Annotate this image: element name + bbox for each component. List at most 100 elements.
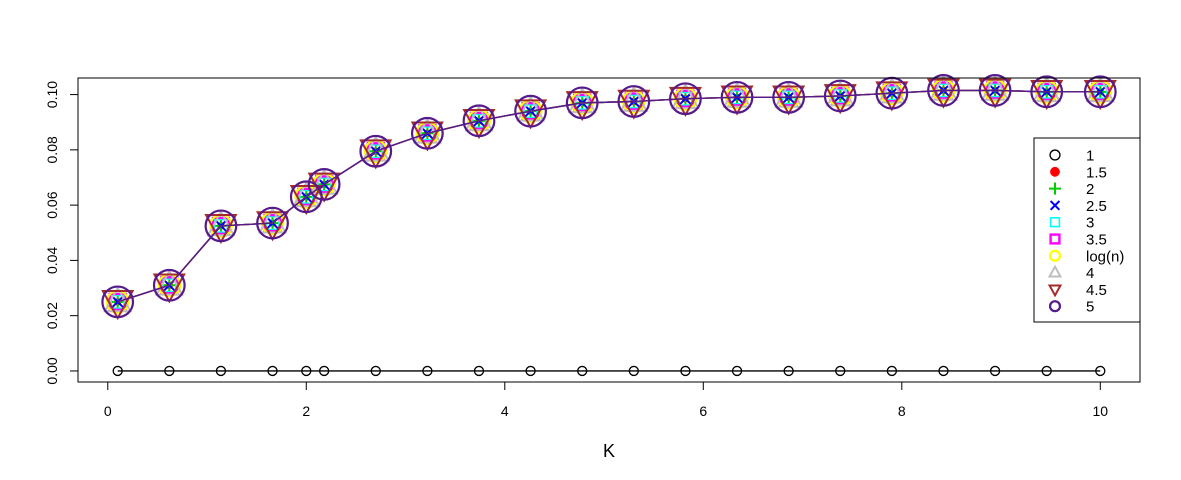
data-point-4-4 bbox=[299, 189, 314, 205]
series-1 bbox=[114, 86, 1104, 306]
x-axis: 0 2 4 6 8 10 bbox=[104, 381, 1108, 419]
data-point-7-19 bbox=[1032, 75, 1062, 103]
data-point-0-11 bbox=[628, 365, 639, 377]
data-point-7-16 bbox=[877, 77, 907, 104]
legend-label-3: 2.5 bbox=[1086, 198, 1107, 215]
series-line-8 bbox=[117, 89, 1101, 303]
data-point-0-9 bbox=[525, 365, 536, 377]
y-tick-label-5: 0.10 bbox=[44, 81, 60, 108]
data-point-7-5 bbox=[309, 168, 339, 195]
data-point-7-18 bbox=[980, 74, 1010, 101]
y-tick-label-4: 0.08 bbox=[44, 136, 60, 163]
data-point-8-11 bbox=[617, 89, 651, 120]
data-point-4-8 bbox=[471, 113, 487, 129]
data-point-9-14 bbox=[772, 80, 806, 114]
data-point-0-2 bbox=[215, 365, 227, 377]
y-axis: 0.00 0.02 0.04 0.06 0.08 0.10 bbox=[44, 81, 79, 385]
data-point-0-7 bbox=[422, 365, 433, 377]
data-point-9-13 bbox=[720, 80, 754, 114]
data-point-9-8 bbox=[462, 104, 496, 138]
legend-label-2: 2 bbox=[1086, 181, 1094, 198]
series-line-7 bbox=[117, 89, 1101, 303]
data-point-0-18 bbox=[989, 365, 1001, 377]
data-point-7-2 bbox=[206, 209, 236, 237]
data-point-0-5 bbox=[318, 365, 330, 377]
data-point-9-18 bbox=[978, 74, 1012, 107]
legend-label-9: 5 bbox=[1086, 299, 1094, 316]
data-point-8-2 bbox=[204, 214, 238, 245]
legend-marker-1 bbox=[1050, 166, 1060, 177]
y-tick-label-3: 0.06 bbox=[44, 191, 60, 218]
data-point-8-6 bbox=[359, 139, 393, 170]
data-point-9-11 bbox=[617, 85, 651, 118]
data-point-8-9 bbox=[514, 99, 548, 130]
legend-marker-7 bbox=[1047, 264, 1063, 278]
legend-marker-8 bbox=[1047, 284, 1063, 298]
data-point-9-6 bbox=[359, 134, 393, 168]
data-point-9-0 bbox=[101, 285, 135, 319]
data-point-9-4 bbox=[289, 180, 323, 214]
data-point-9-5 bbox=[307, 167, 341, 201]
data-point-8-4 bbox=[289, 185, 323, 216]
data-point-9-9 bbox=[514, 94, 547, 128]
legend-marker-3 bbox=[1049, 200, 1061, 211]
data-point-8-20 bbox=[1083, 80, 1117, 111]
data-point-7-17 bbox=[928, 74, 959, 101]
series-line-6 bbox=[117, 89, 1101, 303]
plot-area bbox=[101, 74, 1117, 377]
legend-marker-4 bbox=[1049, 217, 1061, 228]
series-3 bbox=[111, 84, 1107, 309]
data-point-0-6 bbox=[370, 365, 381, 377]
data-point-0-20 bbox=[1095, 365, 1106, 377]
data-point-7-13 bbox=[722, 81, 752, 108]
legend-marker-2 bbox=[1048, 182, 1062, 195]
series-0 bbox=[112, 365, 1106, 377]
series-line-2 bbox=[117, 89, 1101, 303]
data-point-9-12 bbox=[669, 82, 702, 116]
data-point-8-0 bbox=[101, 290, 135, 321]
data-point-0-12 bbox=[680, 365, 691, 377]
x-tick-label-2: 4 bbox=[501, 403, 509, 419]
data-point-8-8 bbox=[462, 109, 496, 140]
data-point-0-3 bbox=[267, 365, 278, 377]
y-tick-label-0: 0.00 bbox=[44, 357, 60, 384]
data-point-0-16 bbox=[886, 365, 898, 377]
y-tick-label-2: 0.04 bbox=[44, 247, 60, 274]
data-point-8-15 bbox=[823, 84, 857, 115]
data-point-0-14 bbox=[783, 365, 794, 377]
series-line-1 bbox=[117, 89, 1101, 303]
data-point-7-1 bbox=[154, 269, 184, 296]
series-6 bbox=[105, 78, 1113, 314]
legend-label-1: 1.5 bbox=[1086, 164, 1107, 181]
data-point-0-15 bbox=[835, 365, 846, 377]
data-point-9-1 bbox=[152, 268, 186, 302]
x-tick-label-4: 8 bbox=[898, 403, 906, 419]
data-point-7-10 bbox=[567, 86, 597, 114]
data-point-8-10 bbox=[565, 91, 599, 122]
data-point-0-10 bbox=[577, 365, 588, 377]
legend-label-6: log(n) bbox=[1086, 248, 1124, 265]
legend-marker-0 bbox=[1049, 149, 1061, 161]
series-line-3 bbox=[117, 89, 1101, 303]
series-7 bbox=[103, 74, 1115, 313]
legend-label-5: 3.5 bbox=[1086, 232, 1107, 249]
data-point-9-2 bbox=[204, 209, 238, 243]
data-point-9-17 bbox=[927, 74, 960, 107]
series-9 bbox=[101, 74, 1117, 319]
x-tick-label-3: 6 bbox=[699, 403, 707, 419]
legend-marker-5 bbox=[1049, 233, 1061, 245]
data-point-4-7 bbox=[420, 126, 435, 141]
data-point-7-12 bbox=[670, 82, 700, 110]
data-point-7-15 bbox=[825, 79, 855, 107]
x-tick-label-0: 0 bbox=[104, 403, 112, 419]
series-4 bbox=[110, 83, 1108, 310]
data-point-3-0 bbox=[111, 295, 125, 309]
data-point-4-1 bbox=[162, 278, 177, 293]
data-point-8-16 bbox=[875, 81, 909, 112]
data-point-7-9 bbox=[516, 95, 546, 122]
data-point-9-15 bbox=[823, 79, 857, 113]
data-point-7-14 bbox=[774, 81, 804, 108]
data-point-4-0 bbox=[110, 294, 125, 310]
data-point-9-20 bbox=[1083, 75, 1117, 109]
